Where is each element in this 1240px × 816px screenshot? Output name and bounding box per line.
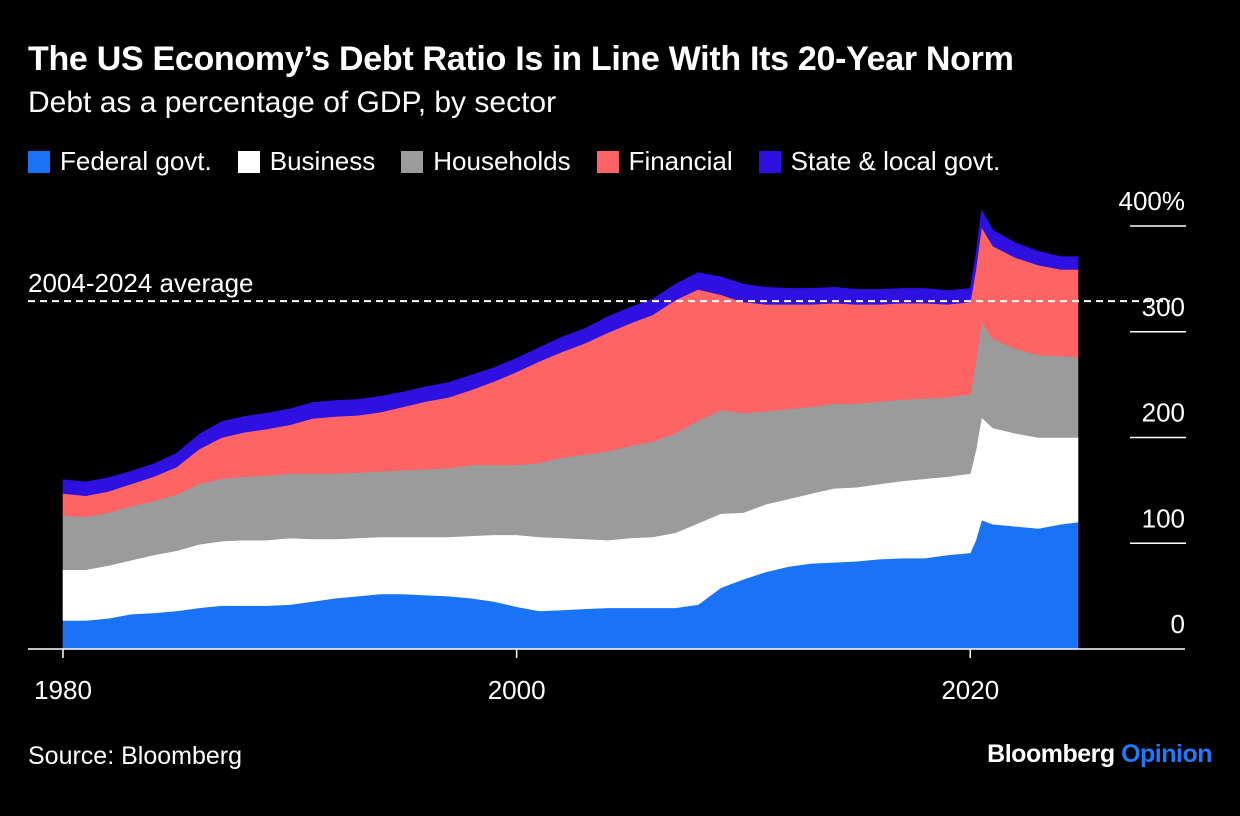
chart-subtitle: Debt as a percentage of GDP, by sector	[28, 86, 557, 119]
x-tick-label: 2020	[941, 675, 999, 705]
x-tick-label: 1980	[34, 675, 92, 705]
legend-item-business: Business	[237, 146, 376, 177]
y-tick-label: 200	[1142, 398, 1185, 428]
source-note: Source: Bloomberg	[28, 742, 243, 770]
chart-title: The US Economy’s Debt Ratio Is in Line W…	[28, 40, 1014, 78]
legend-item-state-local: State & local govt.	[758, 146, 1001, 177]
x-tick-label: 2000	[488, 675, 546, 705]
legend-label-state-local: State & local govt.	[790, 146, 1001, 176]
legend-label-federal: Federal govt.	[60, 146, 212, 176]
y-tick-label: 0	[1171, 609, 1185, 639]
chart-legend: Federal govt. Business Households Financ…	[28, 146, 1026, 177]
y-axis: 400% 300 200 100 0	[1119, 186, 1186, 639]
reference-line-group: 2004-2024 average	[28, 268, 1170, 303]
brand-primary: Bloomberg	[987, 740, 1115, 768]
legend-swatch-financial	[596, 150, 619, 173]
area-state-local	[62, 209, 1079, 496]
legend-label-business: Business	[269, 146, 376, 176]
legend-swatch-business	[237, 150, 260, 173]
brand-accent: Opinion	[1121, 740, 1212, 768]
legend-swatch-households	[401, 150, 424, 173]
legend-item-financial: Financial	[596, 146, 733, 177]
legend-swatch-state-local	[758, 150, 781, 173]
y-tick-label: 300	[1142, 292, 1185, 322]
x-axis: 1980 2000 2020	[28, 648, 1185, 705]
brand-logo: Bloomberg Opinion	[987, 740, 1212, 769]
y-tick-label: 100	[1142, 503, 1185, 533]
legend-item-households: Households	[401, 146, 571, 177]
legend-item-federal: Federal govt.	[28, 146, 212, 177]
legend-label-financial: Financial	[628, 146, 733, 176]
y-tick-label: 400%	[1119, 186, 1186, 216]
legend-label-households: Households	[433, 146, 571, 176]
reference-line-label: 2004-2024 average	[28, 268, 254, 298]
legend-swatch-federal	[28, 150, 50, 173]
